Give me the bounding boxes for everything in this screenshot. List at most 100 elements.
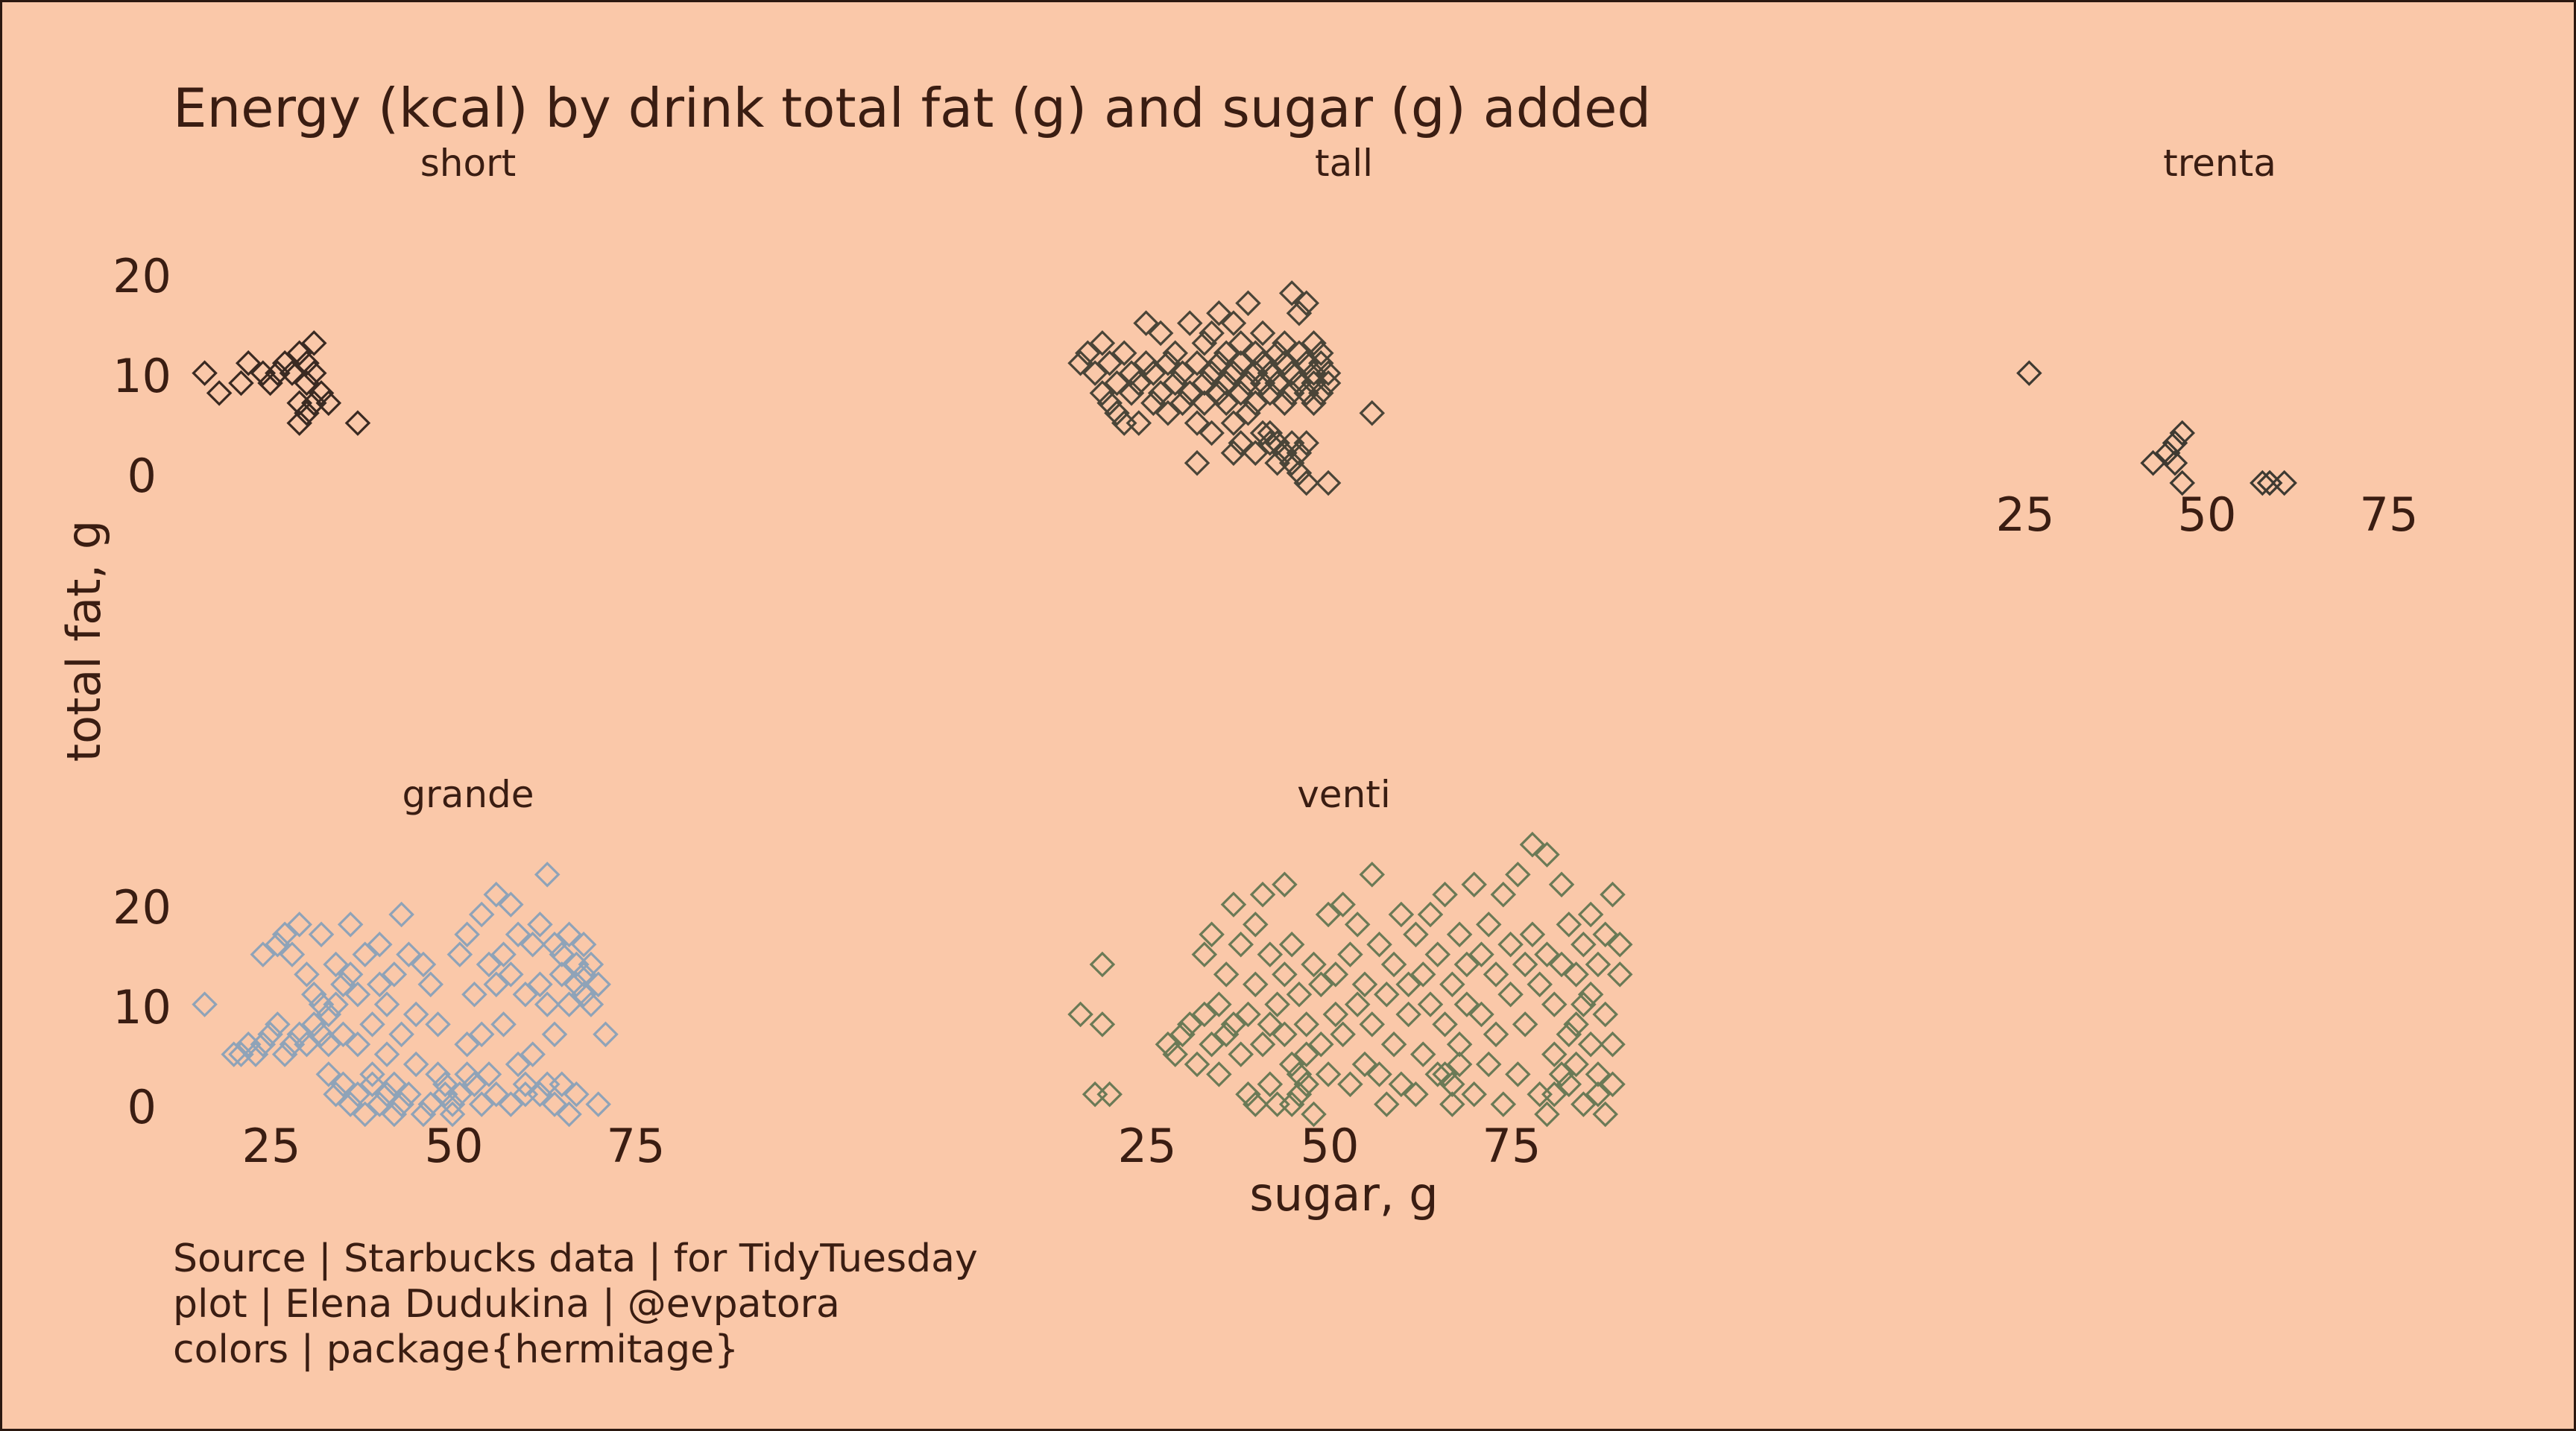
point-venti-133 — [1439, 1091, 1465, 1117]
point-grande-21 — [308, 1021, 335, 1048]
point-venti-9 — [1184, 1051, 1210, 1078]
point-grande-11 — [271, 1041, 298, 1067]
point-tall-61 — [1264, 340, 1290, 367]
point-grande-94 — [527, 971, 553, 998]
point-grande-89 — [505, 1051, 531, 1078]
point-tall-14 — [1126, 410, 1152, 436]
point-tall-24 — [1162, 340, 1188, 367]
y-tick-label-bottom-10: 10 — [113, 980, 171, 1034]
point-grande-72 — [454, 1031, 480, 1058]
point-grande-73 — [461, 981, 487, 1008]
point-venti-78 — [1424, 941, 1451, 967]
point-grande-79 — [476, 1061, 502, 1087]
point-venti-51 — [1330, 891, 1356, 917]
point-venti-129 — [1278, 1091, 1305, 1117]
point-grande-87 — [498, 1091, 524, 1117]
point-venti-46 — [1308, 971, 1334, 998]
point-venti-141 — [1577, 1031, 1604, 1058]
point-venti-132 — [1432, 1061, 1458, 1087]
point-venti-42 — [1293, 1041, 1320, 1067]
point-grande-111 — [564, 1081, 590, 1108]
point-tall-19 — [1147, 320, 1174, 347]
point-venti-105 — [1527, 971, 1553, 998]
point-venti-87 — [1461, 871, 1487, 898]
point-venti-6 — [1162, 1041, 1188, 1067]
point-venti-12 — [1199, 1031, 1225, 1058]
y-tick-label-top-20: 20 — [113, 249, 171, 303]
point-venti-37 — [1278, 1051, 1305, 1078]
point-venti-94 — [1483, 1021, 1509, 1048]
point-tall-64 — [1272, 350, 1298, 376]
point-venti-57 — [1351, 1051, 1378, 1078]
point-tall-25 — [1169, 390, 1196, 417]
point-tall-79 — [1308, 350, 1334, 376]
point-grande-63 — [425, 1061, 451, 1087]
point-grande-33 — [337, 961, 364, 988]
y-tick-label-bottom-0: 0 — [127, 1080, 157, 1134]
point-venti-22 — [1235, 1001, 1261, 1028]
point-grande-54 — [388, 1091, 414, 1117]
point-tall-39 — [1206, 300, 1232, 326]
point-tall-38 — [1206, 350, 1232, 376]
point-tall-80 — [1308, 380, 1334, 406]
point-tall-2 — [1082, 360, 1108, 386]
point-grande-50 — [381, 1071, 408, 1098]
point-grande-121 — [512, 1071, 539, 1098]
point-tall-78 — [1301, 330, 1327, 356]
point-grande-120 — [454, 1061, 480, 1087]
point-grande-119 — [593, 1021, 619, 1048]
point-tall-4 — [1089, 380, 1116, 406]
point-venti-139 — [1563, 1051, 1589, 1078]
point-venti-144 — [1600, 1071, 1626, 1098]
point-grande-113 — [570, 981, 597, 1008]
point-venti-99 — [1505, 862, 1531, 888]
point-grande-67 — [439, 1091, 466, 1117]
point-tall-35 — [1199, 320, 1225, 347]
point-venti-79 — [1432, 1011, 1458, 1037]
point-tall-97 — [1286, 460, 1313, 486]
point-venti-17 — [1213, 1021, 1240, 1048]
point-short-1 — [206, 380, 233, 406]
point-grande-41 — [359, 1061, 385, 1087]
strip-label-grande: grande — [402, 773, 534, 816]
point-tall-84 — [1301, 390, 1327, 417]
point-venti-26 — [1243, 1091, 1269, 1117]
point-venti-103 — [1519, 831, 1546, 858]
point-venti-95 — [1490, 881, 1517, 908]
point-grande-84 — [490, 1011, 517, 1037]
point-venti-116 — [1563, 1011, 1589, 1037]
point-venti-122 — [1585, 1061, 1611, 1087]
point-venti-25 — [1243, 912, 1269, 938]
point-grande-70 — [446, 1081, 473, 1108]
point-venti-11 — [1191, 941, 1218, 967]
point-venti-61 — [1366, 1061, 1392, 1087]
point-grande-112 — [570, 931, 597, 958]
point-tall-86 — [1220, 440, 1247, 467]
point-grande-93 — [520, 1041, 546, 1067]
point-tall-13 — [1126, 370, 1152, 397]
point-venti-53 — [1337, 941, 1363, 967]
point-grande-62 — [417, 971, 444, 998]
point-grande-39 — [352, 1101, 378, 1128]
point-tall-32 — [1191, 330, 1218, 356]
point-grande-108 — [556, 1101, 582, 1128]
point-venti-54 — [1337, 1071, 1363, 1098]
point-grande-40 — [359, 1011, 385, 1037]
point-short-19 — [315, 390, 342, 417]
point-tall-99 — [1315, 470, 1342, 496]
y-tick-label-top-0: 0 — [127, 449, 157, 503]
point-grande-47 — [373, 991, 400, 1017]
point-tall-15 — [1133, 310, 1159, 336]
point-trenta-6 — [2169, 470, 2196, 496]
point-venti-13 — [1199, 921, 1225, 948]
x-tick-label-venti-50: 50 — [1301, 1119, 1360, 1173]
point-venti-108 — [1534, 941, 1560, 967]
point-tall-94 — [1278, 449, 1305, 476]
point-grande-64 — [425, 1011, 451, 1037]
point-grande-80 — [483, 971, 510, 998]
point-grande-114 — [570, 961, 597, 988]
point-grande-44 — [367, 971, 393, 998]
point-tall-7 — [1104, 370, 1130, 397]
point-venti-91 — [1475, 1051, 1502, 1078]
